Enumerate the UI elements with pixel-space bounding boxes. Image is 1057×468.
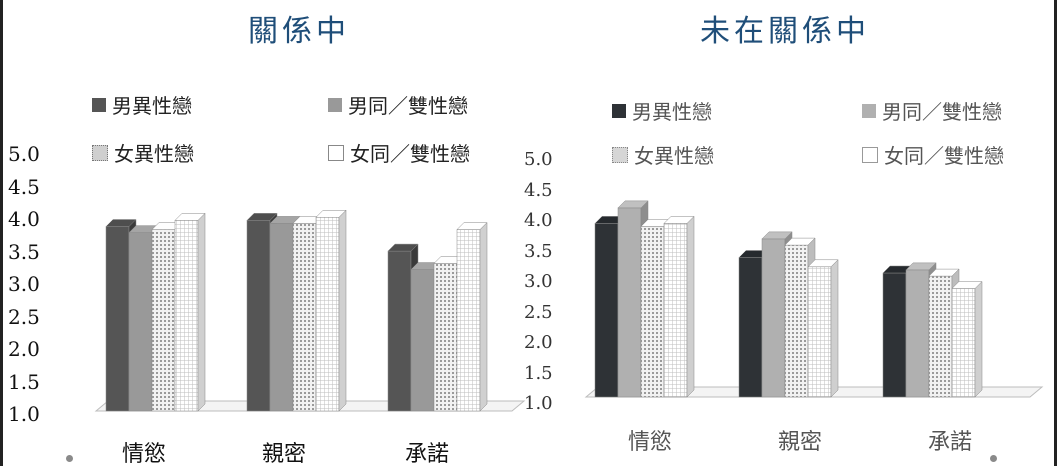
- y-tick-label: 3.0: [524, 271, 553, 292]
- bar-1-0-1: [738, 257, 763, 398]
- legend-swatch: [328, 97, 342, 112]
- bar-top-1-3-0: [663, 216, 695, 224]
- chart-title-left: 關係中: [248, 14, 350, 49]
- legend-swatch: [612, 103, 626, 118]
- bar-top-1-3-2: [951, 281, 983, 289]
- bar-top-0-3-0: [174, 213, 206, 221]
- category-label-right-2: 承諾: [928, 430, 973, 455]
- legend-label: 男同／雙性戀: [348, 94, 468, 118]
- bar-side-1-3-1: [830, 259, 839, 398]
- category-label-right-0: 情慾: [628, 430, 673, 455]
- bar-0-2-0: [151, 229, 176, 412]
- legend-swatch: [862, 103, 876, 118]
- legend-label: 女異性戀: [114, 142, 194, 166]
- bar-0-0-0: [105, 226, 130, 412]
- y-tick-label: 4.5: [8, 174, 40, 199]
- bar-1-3-1: [807, 266, 832, 398]
- bar-top-0-0-2: [387, 243, 419, 252]
- bar-0-0-2: [387, 250, 412, 412]
- y-tick-label: 1.0: [8, 402, 40, 426]
- bar-0-3-1: [315, 217, 340, 412]
- y-tick-label: 2.0: [8, 337, 40, 361]
- bar-1-2-0: [640, 226, 665, 398]
- bar-side-1-3-2: [974, 280, 983, 398]
- legend-label: 男異性戀: [112, 94, 192, 118]
- y-tick-label: 4.5: [524, 179, 553, 201]
- bar-0-3-0: [174, 220, 199, 412]
- bar-top-1-1-0: [617, 200, 649, 209]
- bar-1-1-1: [761, 238, 786, 398]
- legend-label: 男異性戀: [632, 100, 712, 124]
- legend-item-right-2: 女異性戀: [612, 140, 714, 169]
- bar-1-1-2: [905, 269, 930, 398]
- bar-side-1-3-0: [686, 215, 695, 398]
- legend-label: 女異性戀: [634, 144, 714, 168]
- y-tick-label: 2.5: [524, 301, 553, 323]
- bar-1-1-0: [617, 207, 642, 398]
- legend-item-left-1: 男同／雙性戀: [328, 90, 468, 119]
- bar-top-1-1-1: [761, 231, 793, 240]
- category-label-left-1: 親密: [262, 442, 307, 467]
- y-tick-label: 1.0: [524, 393, 553, 414]
- bar-top-0-0-0: [105, 219, 137, 227]
- legend-swatch: [328, 144, 344, 161]
- category-label-right-1: 親密: [778, 430, 823, 455]
- legend-swatch: [862, 146, 878, 163]
- bar-0-1-1: [269, 223, 294, 412]
- legend-swatch: [92, 97, 106, 112]
- bar-1-0-0: [594, 223, 619, 398]
- y-tick-label: 3.0: [8, 272, 40, 296]
- legend-item-left-2: 女異性戀: [92, 138, 194, 167]
- bar-top-0-3-1: [315, 210, 347, 218]
- y-tick-label: 1.5: [8, 369, 40, 394]
- bar-0-2-2: [433, 263, 458, 412]
- decorative-dot: [990, 455, 997, 462]
- bar-0-1-0: [128, 232, 153, 412]
- bar-1-2-2: [928, 275, 953, 398]
- bar-top-1-3-1: [807, 259, 839, 268]
- y-tick-label: 5.0: [8, 142, 40, 166]
- bar-1-3-0: [663, 223, 688, 398]
- bar-top-1-2-1: [784, 237, 816, 246]
- legend-item-left-0: 男異性戀: [92, 90, 192, 119]
- legend-item-right-0: 男異性戀: [612, 96, 712, 125]
- bar-top-0-3-2: [456, 222, 488, 230]
- bar-1-3-2: [951, 288, 976, 398]
- bar-side-0-3-1: [338, 209, 347, 412]
- category-label-left-0: 情慾: [122, 442, 167, 467]
- bar-side-0-3-0: [197, 212, 206, 412]
- bar-side-0-3-2: [479, 221, 488, 412]
- category-label-left-2: 承諾: [405, 442, 450, 467]
- bar-0-1-2: [410, 269, 435, 412]
- legend-item-right-1: 男同／雙性戀: [862, 96, 1002, 125]
- y-tick-label: 1.5: [524, 362, 553, 384]
- bar-top-1-1-2: [905, 262, 937, 271]
- y-tick-label: 3.5: [8, 239, 40, 264]
- legend-item-left-3: 女同／雙性戀: [328, 138, 470, 167]
- decorative-dot: [66, 455, 73, 462]
- bar-top-1-2-2: [928, 268, 960, 277]
- legend-swatch: [92, 144, 108, 161]
- chart-title-right: 未在關係中: [700, 14, 870, 49]
- y-tick-label: 4.0: [524, 210, 553, 231]
- legend-label: 女同／雙性戀: [350, 142, 470, 166]
- bar-0-2-1: [292, 223, 317, 412]
- legend-label: 女同／雙性戀: [884, 144, 1004, 168]
- y-tick-label: 5.0: [524, 149, 553, 170]
- legend-swatch: [612, 146, 628, 163]
- y-tick-label: 2.5: [8, 304, 40, 329]
- bar-1-2-1: [784, 244, 809, 398]
- legend-item-right-3: 女同／雙性戀: [862, 140, 1004, 169]
- bar-0-3-2: [456, 229, 481, 412]
- y-tick-label: 2.0: [524, 332, 553, 353]
- bar-0-0-1: [246, 220, 271, 412]
- y-tick-label: 4.0: [8, 207, 40, 231]
- y-tick-label: 3.5: [524, 240, 553, 262]
- legend-label: 男同／雙性戀: [882, 100, 1002, 124]
- bar-top-0-0-1: [246, 213, 278, 221]
- bar-1-0-2: [882, 272, 907, 398]
